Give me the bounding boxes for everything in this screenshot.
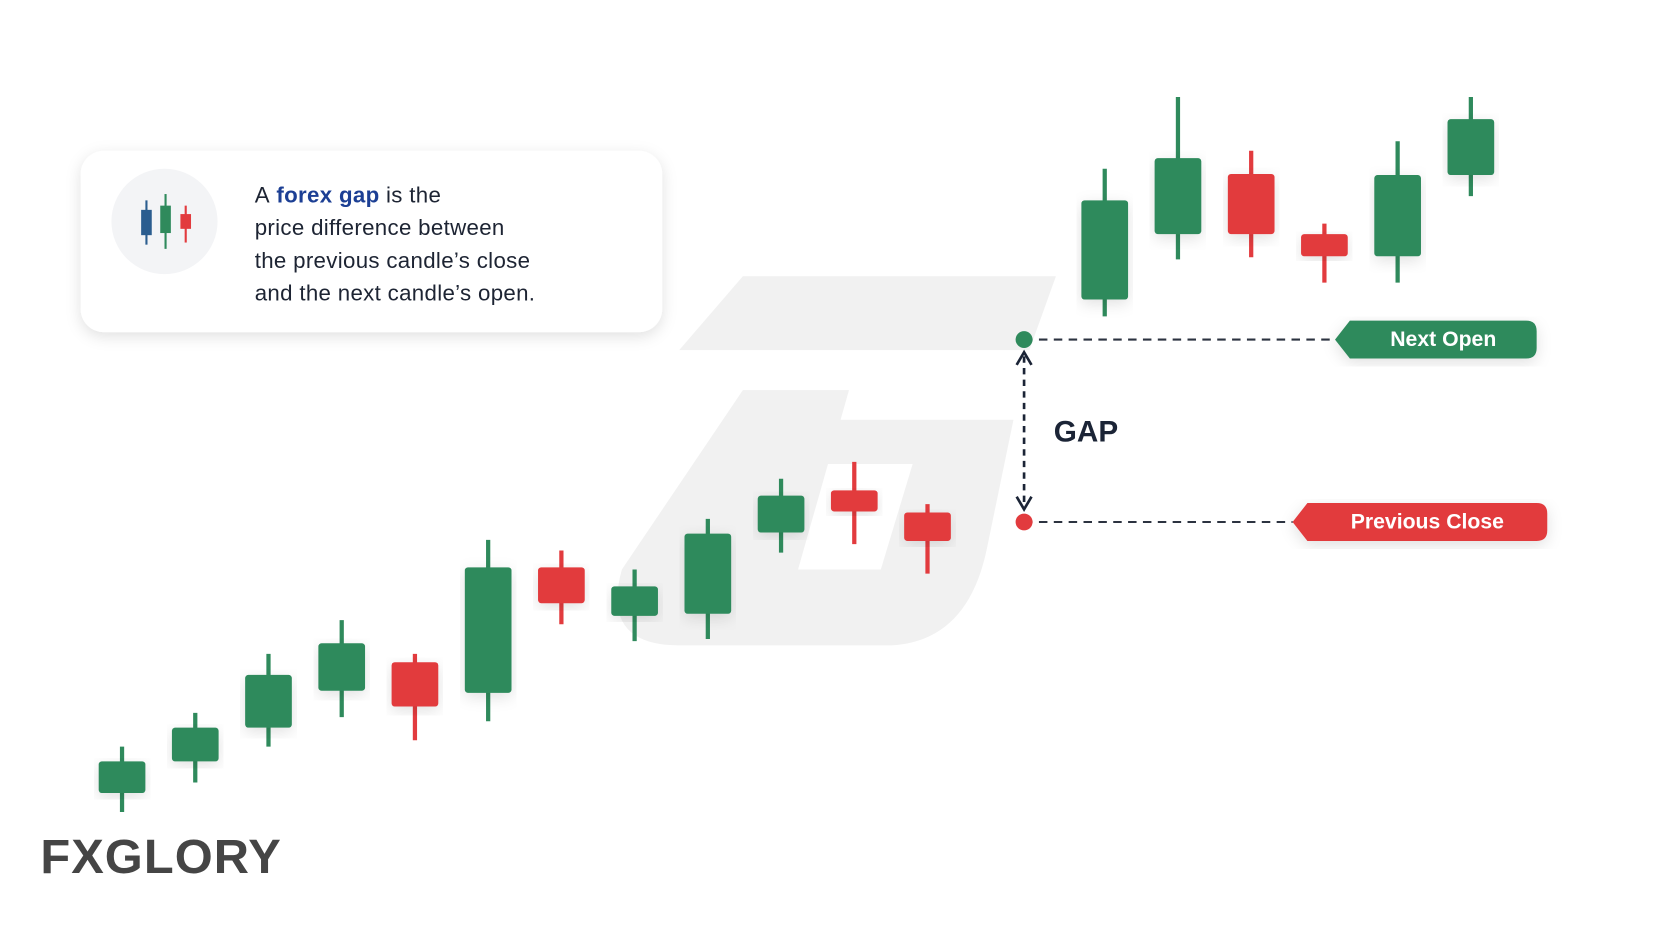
card-line: price difference between [255,215,505,240]
candle-body [391,662,439,707]
card-line: the previous candle’s close [255,248,531,273]
logo: FXGLORY [40,830,282,884]
arrow-head [1015,496,1033,512]
candle-body [684,533,732,614]
candle-body [318,643,366,691]
info-card: A forex gap is the price difference betw… [80,150,663,333]
arrow-head [1015,349,1033,366]
card-highlight: forex gap [276,183,379,208]
candle-body [464,567,512,693]
card-rest: is the [386,183,441,208]
candle-body [538,567,585,604]
candle-body [904,512,951,541]
card-lead: A [255,183,270,208]
candle-body [98,761,146,794]
candle-body [171,727,219,762]
label-pill [1292,503,1548,541]
candle-body [757,495,805,533]
candle-body [245,674,292,728]
candle-body [830,490,878,512]
level-dot [1015,513,1033,531]
label-pill [1335,320,1537,359]
level-dot [1015,331,1033,348]
card-line: A forex gap is the [255,183,442,208]
candle-body [611,586,658,616]
icon-candles [141,194,192,249]
candle-body [1081,200,1129,300]
candle-body [1374,175,1421,257]
candle-body [1154,158,1202,235]
candle-body [1447,119,1495,176]
candle-body [1301,234,1348,257]
card-box [80,150,663,333]
watermark [617,276,1056,646]
label-text: Next Open [1390,328,1496,351]
label-text: Previous Close [1351,511,1504,534]
card-line: and the next candle’s open. [255,281,536,306]
gap-label: GAP [1054,415,1118,448]
candle-body [1227,174,1275,235]
